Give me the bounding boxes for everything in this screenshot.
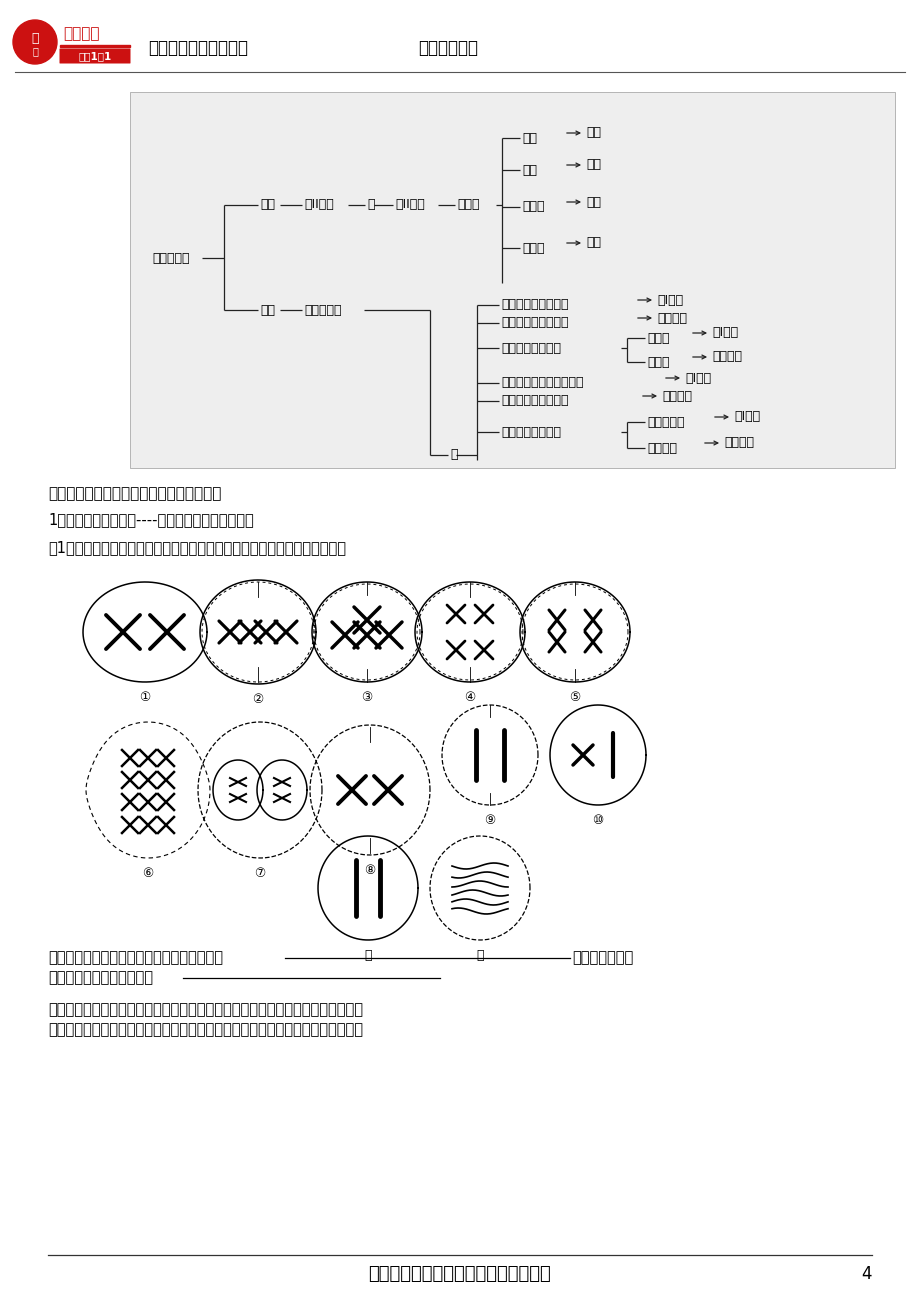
Text: 四、与有丝分裂和减数分裂图像相关的题型: 四、与有丝分裂和减数分裂图像相关的题型 xyxy=(48,487,221,501)
Text: 有染色单体: 有染色单体 xyxy=(646,415,684,428)
Text: 排一行: 排一行 xyxy=(646,355,669,368)
Text: ；按顺序把有关: ；按顺序把有关 xyxy=(572,950,632,966)
Text: ⑫: ⑫ xyxy=(476,949,483,962)
Text: 排两行: 排两行 xyxy=(646,332,669,345)
Text: 减II分裂: 减II分裂 xyxy=(303,198,334,211)
Text: 末期: 末期 xyxy=(585,237,600,250)
FancyBboxPatch shape xyxy=(60,48,130,64)
Text: 教师：刘赛华: 教师：刘赛华 xyxy=(417,39,478,57)
Text: 文: 文 xyxy=(32,46,38,56)
Text: 有丝中期: 有丝中期 xyxy=(711,350,742,363)
Text: 1、一般图像识别问题----利用上面的识别方法即可: 1、一般图像识别问题----利用上面的识别方法即可 xyxy=(48,513,254,527)
Text: 染色体数目: 染色体数目 xyxy=(152,251,189,264)
Text: 同源染色体分裂，移两极: 同源染色体分裂，移两极 xyxy=(501,376,583,389)
Text: 移两极: 移两极 xyxy=(521,201,544,214)
Text: 在两极: 在两极 xyxy=(521,241,544,254)
Text: ⑩: ⑩ xyxy=(592,814,603,827)
Text: 减I前期: 减I前期 xyxy=(656,293,683,306)
Text: 染色体在赤道板处: 染色体在赤道板处 xyxy=(501,341,561,354)
Bar xyxy=(130,92,894,467)
Text: 龙: 龙 xyxy=(31,33,39,46)
Text: ③: ③ xyxy=(361,691,372,704)
Text: ①: ① xyxy=(139,691,151,704)
Bar xyxy=(60,46,130,47)
Text: 无: 无 xyxy=(367,198,374,211)
Text: 龙文教育专用授课材料: 龙文教育专用授课材料 xyxy=(148,39,248,57)
Text: 减I末期: 减I末期 xyxy=(733,410,759,423)
Text: 龙文教育: 龙文教育 xyxy=(62,26,99,42)
Text: 有丝前期: 有丝前期 xyxy=(656,311,686,324)
Text: 同源染色体: 同源染色体 xyxy=(303,303,341,316)
Text: 减I中期: 减I中期 xyxy=(711,327,737,340)
Text: 中期: 中期 xyxy=(585,159,600,172)
Text: ⑥: ⑥ xyxy=(142,867,153,880)
Text: ⑨: ⑨ xyxy=(483,814,495,827)
Text: 偶数: 偶数 xyxy=(260,303,275,316)
Text: 例1、下图是某种动物细胞进行有丝分裂和减数分裂部分图，据图回答问题：: 例1、下图是某种动物细胞进行有丝分裂和减数分裂部分图，据图回答问题： xyxy=(48,540,346,556)
Text: 减I后期: 减I后期 xyxy=(685,371,710,384)
Text: 染色体: 染色体 xyxy=(457,198,479,211)
Text: 解析：此类题目对于学生来说是图像题中最难得分的，学生不仅要把各个图像准确: 解析：此类题目对于学生来说是图像题中最难得分的，学生不仅要把各个图像准确 xyxy=(48,1003,363,1017)
Text: 居中: 居中 xyxy=(521,164,537,177)
Text: ④: ④ xyxy=(464,691,475,704)
Text: 的识别出，而且还要把它们按正确的顺序排列起来，只要其中一个序号排错，这一: 的识别出，而且还要把它们按正确的顺序排列起来，只要其中一个序号排错，这一 xyxy=(48,1022,363,1038)
Text: 减II分裂: 减II分裂 xyxy=(394,198,425,211)
Text: ②: ② xyxy=(252,693,264,706)
Text: 只要路是对的，就不要怕路远！！！！: 只要路是对的，就不要怕路远！！！！ xyxy=(369,1266,550,1282)
Text: 有丝后期: 有丝后期 xyxy=(662,389,691,402)
Text: 散乱: 散乱 xyxy=(521,132,537,145)
Text: ⑦: ⑦ xyxy=(254,867,266,880)
Text: ⑧: ⑧ xyxy=(364,865,375,878)
Text: 奇数: 奇数 xyxy=(260,198,275,211)
Circle shape xyxy=(13,20,57,64)
Text: 按先后顺序把有关有丝分裂图的号码排列起来: 按先后顺序把有关有丝分裂图的号码排列起来 xyxy=(48,950,222,966)
Text: ⑪: ⑪ xyxy=(364,949,371,962)
Text: 着丝点分裂，移两极: 着丝点分裂，移两极 xyxy=(501,395,568,408)
Text: 有: 有 xyxy=(449,448,457,461)
Text: 有丝末期: 有丝末期 xyxy=(723,436,754,449)
Text: 后期: 后期 xyxy=(585,195,600,208)
Text: 染色体均分在两极: 染色体均分在两极 xyxy=(501,426,561,439)
Text: ⑤: ⑤ xyxy=(569,691,580,704)
Text: 教师1对1: 教师1对1 xyxy=(78,51,111,61)
Text: 无联会，染色体散乱: 无联会，染色体散乱 xyxy=(501,316,568,329)
Text: 无染色单: 无染色单 xyxy=(646,441,676,454)
Text: 有联会，四分体散乱: 有联会，四分体散乱 xyxy=(501,298,568,311)
Text: 减数分裂图的号码排列起来: 减数分裂图的号码排列起来 xyxy=(48,970,153,986)
Text: 前期: 前期 xyxy=(585,126,600,139)
Text: 4: 4 xyxy=(860,1266,871,1282)
